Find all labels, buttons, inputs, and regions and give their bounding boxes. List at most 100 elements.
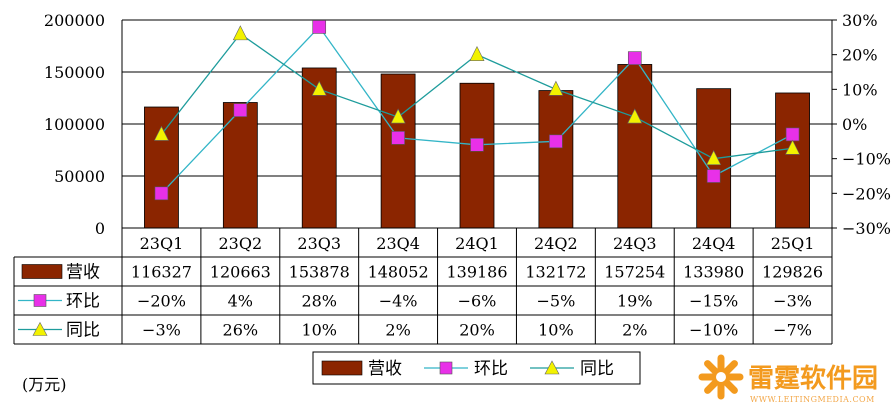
x-category-label: 23Q1: [140, 234, 184, 253]
yoy-marker: [785, 139, 801, 155]
revenue-bar: [538, 90, 574, 229]
logo-petal: [704, 377, 721, 394]
yoy-marker: [311, 80, 327, 96]
legend-key-marker: [544, 360, 560, 375]
revenue-bar: [459, 82, 495, 229]
mom-marker: [154, 186, 169, 201]
legend-label: 营收: [368, 359, 402, 379]
table-cell: −5%: [536, 292, 575, 311]
legend: 营收 环比 同比: [312, 351, 641, 385]
y-right-tick-label: −20%: [842, 184, 891, 203]
table-cell: −4%: [379, 292, 418, 311]
table-cell: 153878: [289, 263, 350, 282]
table-cell: 26%: [223, 321, 259, 340]
y-left-tick-label: 50000: [54, 167, 105, 186]
table-cell: 148052: [368, 263, 429, 282]
table-cell: 2%: [622, 321, 647, 340]
y-right-tick-label: −30%: [842, 219, 891, 238]
yoy-marker: [627, 108, 643, 124]
yoy-marker: [390, 108, 406, 124]
table-row-label: 同比: [66, 321, 100, 341]
yoy-marker: [232, 25, 248, 41]
table-cell: −3%: [773, 292, 812, 311]
legend-key-bar: [321, 360, 363, 376]
table-cell: −15%: [689, 292, 738, 311]
x-category-label: 25Q1: [771, 234, 815, 253]
revenue-bar: [775, 92, 810, 229]
table-cell: 157254: [604, 263, 665, 282]
yoy-marker: [548, 80, 564, 96]
table-cell: 28%: [301, 292, 337, 311]
mom-marker: [627, 51, 642, 65]
axes: 0 50000 100000 150000 200000 −30% −20% −10% 0% 10…: [44, 11, 891, 238]
mom-marker: [549, 134, 563, 149]
logo-petal: [704, 360, 721, 377]
mom-marker: [391, 131, 405, 145]
mom-marker: [233, 103, 248, 117]
table-key-marker: [32, 321, 48, 336]
table-cell: 4%: [228, 292, 253, 311]
yoy-marker: [706, 149, 722, 165]
y-right-tick-label: 30%: [842, 11, 878, 30]
x-category-label: 24Q1: [455, 234, 499, 253]
table-cell: −20%: [137, 292, 186, 311]
y-right-tick-label: 20%: [842, 46, 878, 65]
table-row-label: 环比: [66, 292, 100, 312]
yoy-marker: [153, 125, 169, 141]
revenue-bar: [222, 102, 258, 229]
y-left-tick-label: 100000: [44, 115, 105, 134]
legend-key-marker: [439, 361, 453, 375]
y-left-tick-label: 0: [95, 219, 105, 238]
revenue-bar: [380, 73, 416, 229]
table-cell: 20%: [459, 321, 495, 340]
watermark-brand-text: 雷霆软件园: [748, 364, 878, 394]
x-category-label: 24Q2: [534, 234, 578, 253]
mom-marker: [470, 138, 484, 152]
watermark-url-text: WWW.LEITINGMEDIA.COM: [750, 395, 875, 404]
logo-center: [716, 372, 726, 382]
table-cell: 10%: [301, 321, 337, 340]
mom-marker: [706, 169, 721, 183]
table-row-label: 营收: [66, 263, 100, 283]
y-left-tick-label: 200000: [44, 11, 105, 30]
x-category-label: 23Q2: [219, 234, 263, 253]
logo-petal: [721, 360, 738, 377]
x-category-label: 23Q3: [297, 234, 341, 253]
mom-marker: [312, 20, 327, 34]
table-cell: −3%: [142, 321, 181, 340]
table-cell: −6%: [458, 292, 497, 311]
x-category-label: 23Q4: [376, 234, 420, 253]
table-key-bar: [21, 264, 63, 279]
table-cell: −10%: [689, 321, 738, 340]
percentage-lines: [153, 20, 801, 201]
unit-label: (万元): [22, 375, 67, 394]
yoy-marker: [469, 45, 485, 61]
logo-petal: [721, 377, 738, 394]
legend-label: 同比: [580, 359, 614, 379]
table-cell: 19%: [617, 292, 653, 311]
y-left-tick-label: 150000: [44, 63, 105, 82]
revenue-bar: [144, 106, 179, 229]
table-cell: 132172: [525, 263, 586, 282]
x-category-label: 24Q4: [692, 234, 736, 253]
table-cell: 129826: [762, 263, 823, 282]
data-table: 23Q1 23Q2 23Q3 23Q4 24Q1 24Q2 24Q3 24Q4 25Q1 营收 11…: [13, 227, 833, 345]
table-cell: −7%: [773, 321, 812, 340]
legend-box: [312, 351, 641, 385]
y-right-tick-label: 0%: [842, 115, 867, 134]
table-cell: 133980: [683, 263, 744, 282]
y-right-tick-label: 10%: [842, 80, 878, 99]
legend-label: 环比: [474, 359, 508, 379]
revenue-bar: [617, 64, 653, 229]
x-category-label: 24Q3: [613, 234, 657, 253]
mom-marker: [785, 127, 800, 142]
table-cell: 2%: [385, 321, 410, 340]
table-cell: 120663: [210, 263, 271, 282]
table-cell: 116327: [131, 263, 192, 282]
table-cell: 139186: [446, 263, 507, 282]
table-cell: 10%: [538, 321, 574, 340]
y-right-tick-label: −10%: [842, 150, 891, 169]
table-key-marker: [33, 294, 47, 307]
